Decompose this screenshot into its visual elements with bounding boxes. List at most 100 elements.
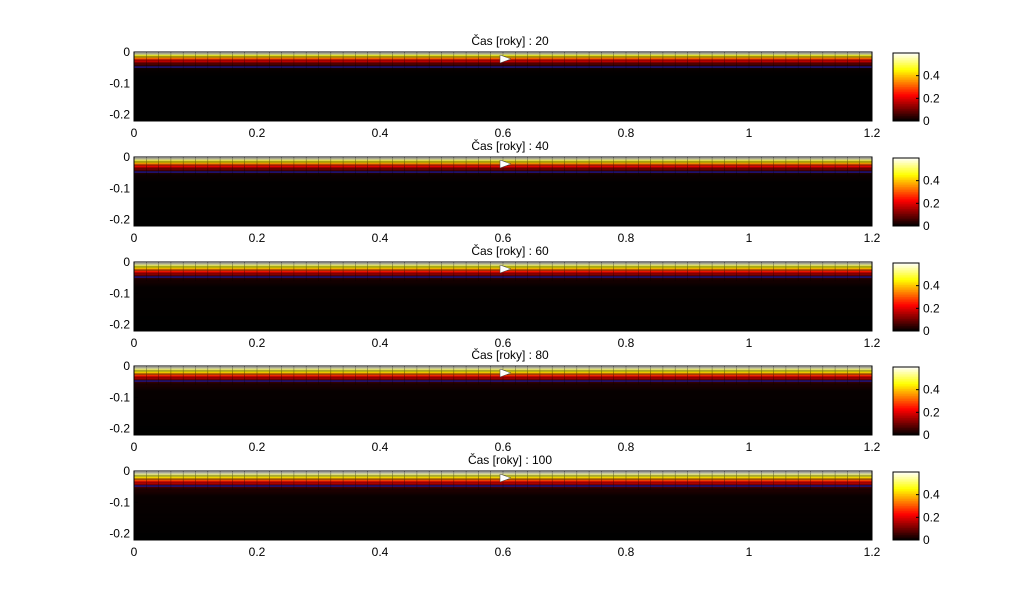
colorbar-band xyxy=(893,95,919,98)
colorbar-band xyxy=(893,159,919,162)
field-band xyxy=(134,403,872,406)
colorbar-band xyxy=(893,526,919,529)
field-band xyxy=(134,106,872,108)
y-tick-label: -0.1 xyxy=(109,390,130,404)
field-band xyxy=(134,79,872,82)
colorbar-band xyxy=(893,320,919,323)
y-tick-label: -0.2 xyxy=(109,213,130,227)
field-band xyxy=(134,181,872,183)
colorbar-tick-label: 0.2 xyxy=(923,301,940,315)
field-band xyxy=(134,512,872,514)
field-band xyxy=(134,308,872,310)
field-band xyxy=(134,213,872,215)
field-band xyxy=(134,282,872,285)
field-band xyxy=(134,283,872,286)
colorbar-band xyxy=(893,378,919,382)
field-band xyxy=(134,104,872,107)
field-band xyxy=(134,103,872,106)
colorbar-band xyxy=(893,73,919,76)
colorbar-band xyxy=(893,372,919,375)
colorbar-tick-label: 0.2 xyxy=(923,405,940,419)
field-band xyxy=(134,296,872,299)
colorbar-band xyxy=(893,107,919,110)
y-tick-label: -0.1 xyxy=(109,76,130,90)
colorbar-band xyxy=(893,399,919,402)
colorbar-band xyxy=(893,533,919,536)
colorbar-band xyxy=(893,93,919,96)
x-tick-label: 0.4 xyxy=(372,126,389,140)
field-band xyxy=(134,385,872,388)
field-band xyxy=(134,318,872,320)
field-band xyxy=(134,197,872,199)
field-band xyxy=(134,190,872,192)
y-tick-label: -0.1 xyxy=(109,495,130,509)
colorbar-band xyxy=(893,180,919,183)
colorbar-band xyxy=(893,319,919,322)
field-band xyxy=(134,81,872,84)
colorbar-tick-label: 0.4 xyxy=(923,383,940,397)
colorbar-band xyxy=(893,500,919,504)
x-tick-label: 1.2 xyxy=(864,336,881,350)
field-band xyxy=(134,506,872,509)
x-tick-label: 0.2 xyxy=(249,126,266,140)
colorbar-band xyxy=(893,492,919,495)
field-band xyxy=(134,76,872,78)
field-band xyxy=(134,415,872,417)
field-band xyxy=(134,525,872,527)
field-band xyxy=(134,288,872,290)
field-band xyxy=(134,421,872,423)
field-band xyxy=(134,387,872,390)
colorbar-band xyxy=(893,263,919,266)
colorbar-band xyxy=(893,293,919,296)
field-band xyxy=(134,498,872,501)
colorbar-band xyxy=(893,188,919,191)
field-band xyxy=(134,505,872,508)
colorbar-band xyxy=(893,495,919,498)
y-tick-label: 0 xyxy=(123,255,130,269)
colorbar-band xyxy=(893,217,919,220)
colorbar-band xyxy=(893,308,919,312)
colorbar-band xyxy=(893,401,919,404)
field-band xyxy=(134,508,872,511)
colorbar-band xyxy=(893,88,919,91)
colorbar-band xyxy=(893,397,919,400)
field-band xyxy=(134,489,872,491)
field-band xyxy=(134,177,872,180)
colorbar-band xyxy=(893,173,919,176)
field-band xyxy=(134,176,872,179)
x-tick-label: 0 xyxy=(131,545,138,559)
y-tick-label: -0.1 xyxy=(109,286,130,300)
colorbar-band xyxy=(893,85,919,88)
field-band xyxy=(134,530,872,533)
panel-title: Čas [roky] : 60 xyxy=(471,243,549,258)
panel-1: 0 0.2 0.4 0.6 0.8 1 1.2 0 -0.1 -0.2 Čas [roky] : 2… xyxy=(109,33,940,140)
field-band xyxy=(134,72,872,75)
field-band xyxy=(134,91,872,93)
colorbar-band xyxy=(893,210,919,213)
colorbar-band xyxy=(893,416,919,419)
colorbar-band xyxy=(893,97,919,100)
colorbar-band xyxy=(893,290,919,293)
field-band xyxy=(134,424,872,427)
colorbar-band xyxy=(893,406,919,409)
colorbar-band xyxy=(893,193,919,196)
colorbar-band xyxy=(893,497,919,500)
colorbar-band xyxy=(893,158,919,161)
field-band xyxy=(134,510,872,512)
field-band xyxy=(134,89,872,92)
field-band xyxy=(134,312,872,315)
y-tick-label: -0.2 xyxy=(109,527,130,541)
colorbar-band xyxy=(893,521,919,524)
field-band xyxy=(134,414,872,416)
field-band xyxy=(134,514,872,517)
field-band xyxy=(134,306,872,309)
field-band xyxy=(134,98,872,100)
colorbar-band xyxy=(893,472,919,475)
field-band xyxy=(134,291,872,294)
field-band xyxy=(134,203,872,205)
field-band xyxy=(134,109,872,112)
field-band xyxy=(134,398,872,400)
source-marker xyxy=(499,368,512,378)
field-band xyxy=(134,220,872,222)
colorbar-band xyxy=(893,297,919,300)
